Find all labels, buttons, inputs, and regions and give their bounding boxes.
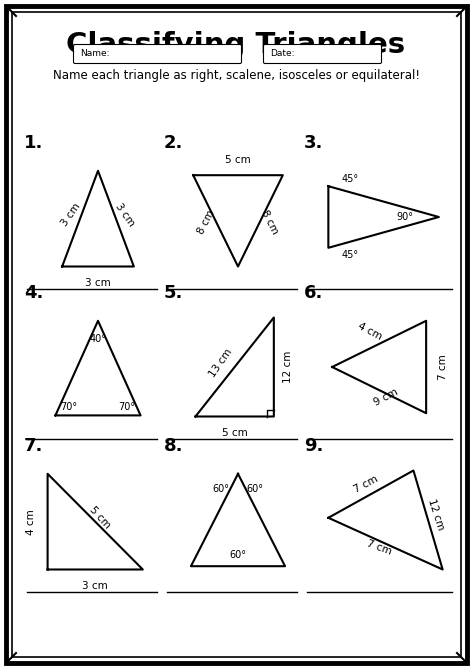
Text: 60°: 60° <box>213 484 230 494</box>
Text: Name each triangle as right, scalene, isosceles or equilateral!: Name each triangle as right, scalene, is… <box>53 69 420 82</box>
Text: 4 cm: 4 cm <box>26 509 36 535</box>
Text: 5 cm: 5 cm <box>222 428 247 438</box>
FancyBboxPatch shape <box>73 45 242 64</box>
Text: 3 cm: 3 cm <box>114 201 136 228</box>
Text: 5 cm: 5 cm <box>225 155 251 165</box>
Text: Name:: Name: <box>80 50 110 58</box>
FancyBboxPatch shape <box>263 45 382 64</box>
Text: Date:: Date: <box>270 50 295 58</box>
Text: 7.: 7. <box>24 437 44 455</box>
Text: 7 cm: 7 cm <box>353 474 380 495</box>
Text: 12 cm: 12 cm <box>283 351 293 383</box>
Text: Classifying Triangles: Classifying Triangles <box>66 31 405 59</box>
Text: 70°: 70° <box>119 401 136 411</box>
Text: 6.: 6. <box>304 284 324 302</box>
Text: 3 cm: 3 cm <box>85 278 111 288</box>
Text: 45°: 45° <box>342 173 359 183</box>
Text: 4.: 4. <box>24 284 44 302</box>
Text: 45°: 45° <box>342 250 359 260</box>
Text: 9.: 9. <box>304 437 324 455</box>
Text: 70°: 70° <box>61 401 78 411</box>
Text: 5.: 5. <box>164 284 184 302</box>
Text: 3 cm: 3 cm <box>82 581 107 591</box>
Text: 60°: 60° <box>229 550 246 560</box>
Text: 8.: 8. <box>164 437 184 455</box>
Text: 8 cm: 8 cm <box>259 209 280 236</box>
Text: 12 cm: 12 cm <box>427 498 446 531</box>
Text: 7 cm: 7 cm <box>365 539 393 557</box>
Text: 40°: 40° <box>89 334 106 345</box>
Text: 90°: 90° <box>396 212 413 222</box>
Text: 4 cm: 4 cm <box>357 321 384 343</box>
Text: 13 cm: 13 cm <box>208 347 235 379</box>
Text: 3 cm: 3 cm <box>60 201 83 228</box>
Text: 8 cm: 8 cm <box>196 209 217 236</box>
Text: 1.: 1. <box>24 134 44 152</box>
Text: 3.: 3. <box>304 134 324 152</box>
Text: 9 cm: 9 cm <box>372 387 399 408</box>
Text: 5 cm: 5 cm <box>88 505 113 531</box>
Text: 2.: 2. <box>164 134 184 152</box>
Text: 60°: 60° <box>246 484 263 494</box>
Text: 7 cm: 7 cm <box>438 354 447 380</box>
